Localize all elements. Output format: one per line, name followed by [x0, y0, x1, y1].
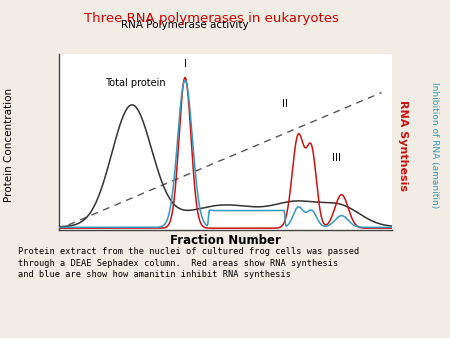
Text: RNA Synthesis: RNA Synthesis	[398, 100, 408, 191]
Text: II: II	[282, 99, 288, 109]
Text: Protein extract from the nuclei of cultured frog cells was passed
through a DEAE: Protein extract from the nuclei of cultu…	[18, 247, 359, 279]
Text: Three RNA polymerases in eukaryotes: Three RNA polymerases in eukaryotes	[84, 12, 339, 25]
Text: RNA Polymerase activity: RNA Polymerase activity	[121, 20, 249, 30]
Text: Inhibition of RNA (amanitin): Inhibition of RNA (amanitin)	[430, 82, 439, 209]
Text: I: I	[184, 59, 187, 69]
Text: Protein Concentration: Protein Concentration	[4, 88, 14, 202]
X-axis label: Fraction Number: Fraction Number	[170, 234, 280, 247]
Text: III: III	[332, 153, 341, 163]
Text: Total protein: Total protein	[105, 77, 166, 88]
